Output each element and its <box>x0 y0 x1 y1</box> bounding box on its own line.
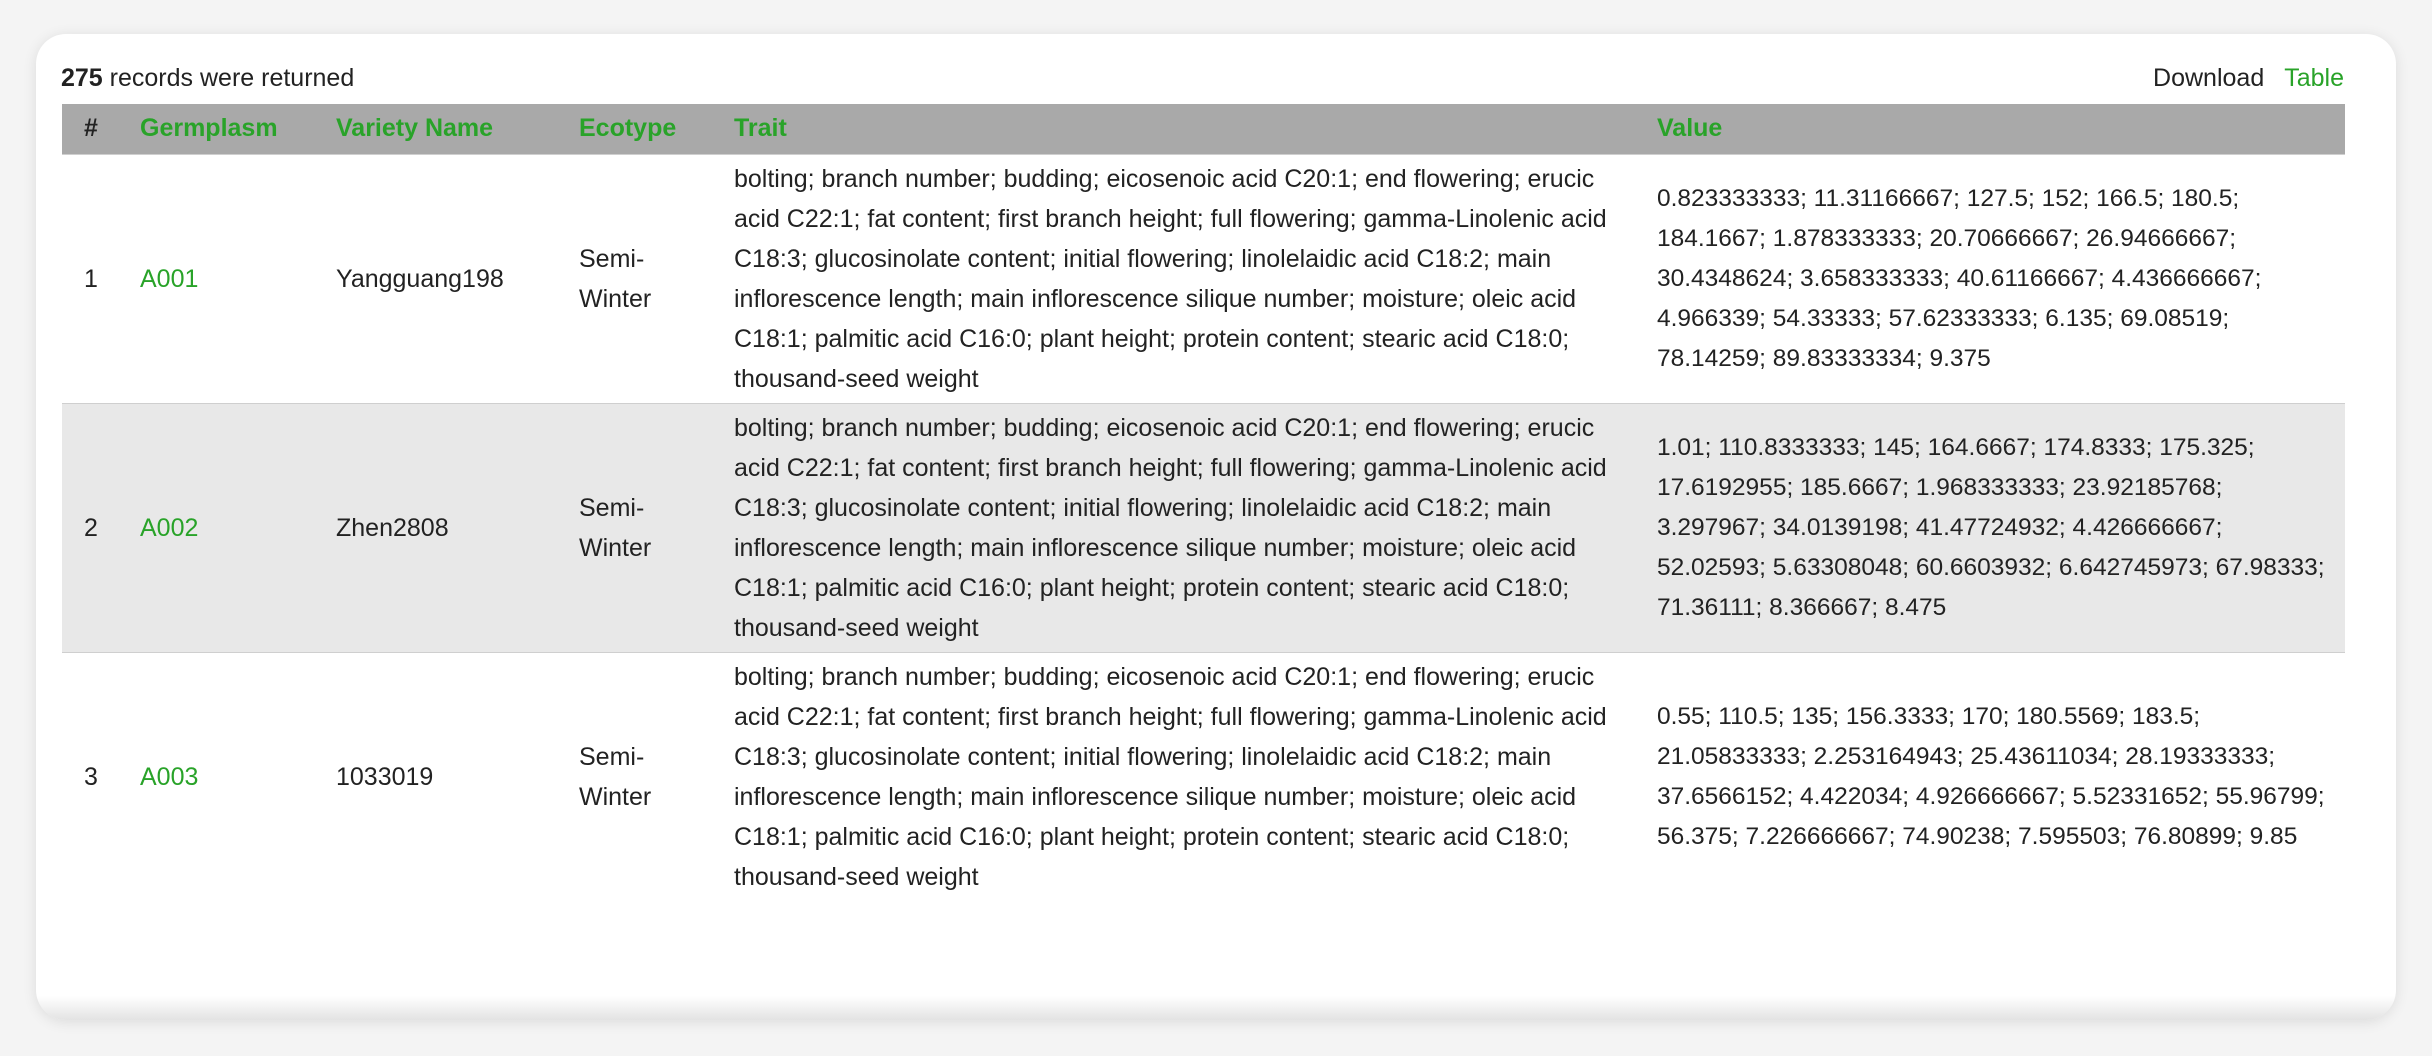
results-table: # Germplasm Variety Name Ecotype Trait V… <box>62 104 2345 901</box>
results-table-container: # Germplasm Variety Name Ecotype Trait V… <box>62 104 2345 901</box>
records-summary: 275 records were returned <box>61 64 354 93</box>
value-list: 1.01; 110.8333333; 145; 164.6667; 174.83… <box>1657 433 2325 621</box>
column-header-germplasm[interactable]: Germplasm <box>140 114 278 143</box>
variety-name: Yangguang198 <box>336 264 504 293</box>
ecotype: Semi-Winter <box>579 493 652 562</box>
ecotype: Semi-Winter <box>579 244 652 313</box>
value-list: 0.55; 110.5; 135; 156.3333; 170; 180.556… <box>1657 702 2325 850</box>
row-number: 1 <box>84 264 98 293</box>
column-header-variety[interactable]: Variety Name <box>336 114 494 143</box>
download-group: Download Table <box>2153 64 2344 93</box>
table-row: 1 A001 Yangguang198 Semi-Winter bolting;… <box>62 154 2345 403</box>
bottom-fade <box>36 996 2396 1020</box>
germplasm-link[interactable]: A002 <box>140 513 199 542</box>
variety-name: Zhen2808 <box>336 513 449 542</box>
column-header-num: # <box>84 114 98 143</box>
column-header-value[interactable]: Value <box>1657 114 1723 143</box>
record-count-label: records were returned <box>109 63 355 92</box>
table-header-row: # Germplasm Variety Name Ecotype Trait V… <box>62 104 2345 154</box>
column-header-ecotype[interactable]: Ecotype <box>579 114 677 143</box>
variety-name: 1033019 <box>336 762 434 791</box>
trait-list: bolting; branch number; budding; eicosen… <box>734 413 1607 642</box>
results-header: 275 records were returned Download Table <box>61 48 2344 108</box>
table-row: 3 A003 1033019 Semi-Winter bolting; bran… <box>62 652 2345 901</box>
germplasm-link[interactable]: A003 <box>140 762 199 791</box>
record-count: 275 <box>61 63 103 92</box>
download-table-link[interactable]: Table <box>2284 63 2344 92</box>
download-label: Download <box>2153 63 2265 92</box>
table-row: 2 A002 Zhen2808 Semi-Winter bolting; bra… <box>62 403 2345 652</box>
germplasm-link[interactable]: A001 <box>140 264 199 293</box>
trait-list: bolting; branch number; budding; eicosen… <box>734 164 1607 393</box>
column-header-trait[interactable]: Trait <box>734 114 787 143</box>
value-list: 0.823333333; 11.31166667; 127.5; 152; 16… <box>1657 184 2262 372</box>
results-panel: 275 records were returned Download Table… <box>36 34 2396 1020</box>
trait-list: bolting; branch number; budding; eicosen… <box>734 662 1607 891</box>
row-number: 3 <box>84 762 98 791</box>
ecotype: Semi-Winter <box>579 742 652 811</box>
row-number: 2 <box>84 513 98 542</box>
